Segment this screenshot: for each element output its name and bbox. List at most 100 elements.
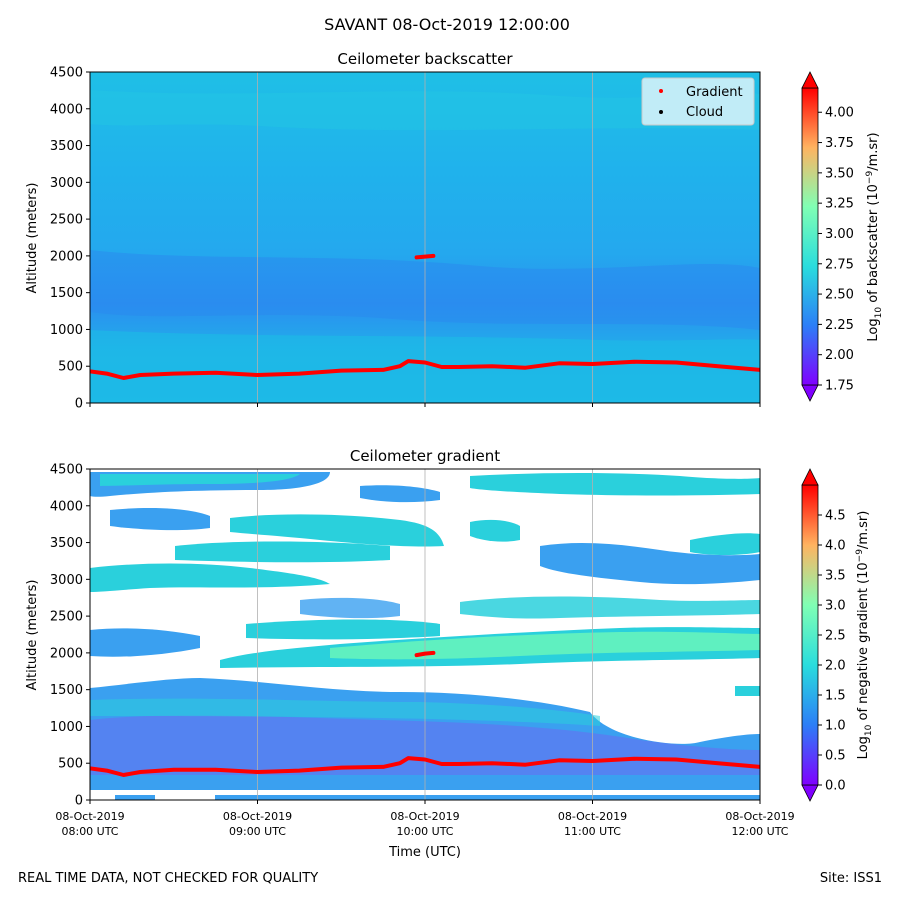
gradient-bottom-patch-1 <box>115 795 155 800</box>
backscatter-heatmap <box>90 72 760 403</box>
gradient-layer-3400-core <box>690 533 760 555</box>
x-tick-label-time: 11:00 UTC <box>564 825 621 838</box>
x-tick-label-time: 10:00 UTC <box>396 825 453 838</box>
y-tick-label: 3000 <box>50 176 83 191</box>
y-tick-label: 3500 <box>50 139 83 154</box>
x-tick-label-date: 08-Oct-2019 <box>55 810 124 823</box>
gradient-xlabel: Time (UTC) <box>388 845 461 860</box>
x-tick-label-date: 08-Oct-2019 <box>558 810 627 823</box>
colorbar-tick-label: 2.50 <box>825 288 854 303</box>
backscatter-colorbar-ticks: 1.75 2.00 2.25 2.50 2.75 3.00 3.25 3.50 3.75 4.00 <box>818 106 854 394</box>
x-tick-label-time: 08:00 UTC <box>61 825 118 838</box>
backscatter-x-ticks <box>89 403 761 407</box>
backscatter-gridlines <box>257 72 593 403</box>
colorbar-tick-label: 4.00 <box>825 106 854 121</box>
figure-suptitle: SAVANT 08-Oct-2019 12:00:00 <box>324 15 570 34</box>
gradient-layer-top-b <box>470 473 760 496</box>
backscatter-colorbar-label: Log10 of backscatter (10−9/m.sr) <box>865 132 884 341</box>
gradient-title: Ceilometer gradient <box>350 447 500 465</box>
colorbar-tick-label: 3.50 <box>825 166 854 181</box>
gradient-layer-top-c <box>360 485 440 503</box>
gradient-layer-2700-a <box>300 597 400 619</box>
gradient-layer-3200 <box>175 541 390 563</box>
legend-gradient-label: Gradient <box>686 85 743 100</box>
gradient-layer-3500-b <box>470 519 520 542</box>
legend-box <box>641 77 755 126</box>
backscatter-title: Ceilometer backscatter <box>337 50 513 68</box>
colorbar-gradient <box>801 87 819 386</box>
colorbar-tick-label: 3.0 <box>825 599 846 614</box>
colorbar-tick-label: 1.0 <box>825 719 846 734</box>
gradient-bottom-patch-2 <box>215 795 760 800</box>
colorbar-tick-label: 1.5 <box>825 689 846 704</box>
x-tick-label-date: 08-Oct-2019 <box>223 810 292 823</box>
gradient-layer-3800 <box>110 508 210 531</box>
legend-cloud-label: Cloud <box>686 105 723 120</box>
gradient-colorbar-ticks: 0.0 0.5 1.0 1.5 2.0 2.5 3.0 3.5 4.0 4.5 <box>818 509 846 794</box>
colorbar-tick-label: 4.5 <box>825 509 846 524</box>
colorbar-min-extend <box>801 384 819 402</box>
x-tick-label-time: 12:00 UTC <box>731 825 788 838</box>
colorbar-tick-label: 4.0 <box>825 539 846 554</box>
gradient-x-axis: 08-Oct-2019 08:00 UTC 08-Oct-2019 09:00 UTC… <box>55 800 795 838</box>
y-tick-label: 0 <box>75 794 83 809</box>
colorbar-tick-label: 2.75 <box>825 257 854 272</box>
backscatter-y-axis: 0 500 1000 1500 2000 2500 3000 3500 4000 4500 <box>50 66 90 412</box>
colorbar-min-extend <box>801 784 819 802</box>
backscatter-colorbar: 1.75 2.00 2.25 2.50 2.75 3.00 3.25 3.50 3.75 4.00… <box>801 71 884 402</box>
gradient-ylabel: Altitude (meters) <box>25 580 40 691</box>
gradient-layer-3400 <box>540 543 760 585</box>
colorbar-tick-label: 2.5 <box>825 629 846 644</box>
backscatter-gradient-markers <box>90 253 760 380</box>
colorbar-tick-label: 0.0 <box>825 779 846 794</box>
x-tick-label-time: 09:00 UTC <box>229 825 286 838</box>
colorbar-tick-label: 2.00 <box>825 348 854 363</box>
y-tick-label: 500 <box>58 360 83 375</box>
legend-cloud-marker <box>659 110 663 114</box>
y-tick-label: 1500 <box>50 683 83 698</box>
gradient-markers <box>90 650 760 777</box>
y-tick-label: 4000 <box>50 499 83 514</box>
footer-site: Site: ISS1 <box>820 871 882 886</box>
gradient-height-series <box>90 756 760 777</box>
gradient-height-series <box>414 253 436 260</box>
y-tick-label: 3500 <box>50 536 83 551</box>
gradient-layer-2300-b <box>246 619 440 640</box>
colorbar-tick-label: 3.75 <box>825 136 854 151</box>
colorbar-tick-label: 0.5 <box>825 749 846 764</box>
y-tick-label: 1500 <box>50 286 83 301</box>
gradient-region-lower-top <box>90 698 600 726</box>
gradient-colorbar: 0.0 0.5 1.0 1.5 2.0 2.5 3.0 3.5 4.0 4.5 Log10 of … <box>801 468 874 802</box>
legend-gradient-marker <box>659 89 663 93</box>
gradient-height-series <box>414 650 436 658</box>
legend: Gradient Cloud <box>641 77 755 126</box>
backscatter-panel: Ceilometer backscatter 0 500 1000 1500 2000 2… <box>25 50 884 412</box>
y-tick-label: 1000 <box>50 323 83 338</box>
gradient-layer-top-core <box>100 474 300 486</box>
gradient-layer-3000 <box>90 563 330 592</box>
colorbar-max-extend <box>801 71 819 89</box>
y-tick-label: 4000 <box>50 102 83 117</box>
gradient-layer-2000-core <box>330 631 760 660</box>
gradient-colorbar-label: Log10 of negative gradient (10−9/m.sr) <box>855 511 874 760</box>
gradient-layer-3500-a <box>230 514 444 547</box>
colorbar-tick-label: 3.5 <box>825 569 846 584</box>
gradient-y-axis: 0 500 1000 1500 2000 2500 3000 3500 4000 4500 <box>50 463 90 809</box>
colorbar-tick-label: 3.00 <box>825 227 854 242</box>
x-tick-label-date: 08-Oct-2019 <box>390 810 459 823</box>
gradient-layer-2300 <box>90 628 200 657</box>
colorbar-tick-label: 2.0 <box>825 659 846 674</box>
colorbar-tick-label: 2.25 <box>825 318 854 333</box>
y-tick-label: 0 <box>75 397 83 412</box>
x-tick-label-date: 08-Oct-2019 <box>725 810 794 823</box>
y-tick-label: 3000 <box>50 573 83 588</box>
colorbar-tick-label: 3.25 <box>825 197 854 212</box>
y-tick-label: 2500 <box>50 213 83 228</box>
gradient-gridlines <box>257 469 593 800</box>
gradient-height-series <box>90 359 760 380</box>
gradient-panel: Ceilometer gradient <box>25 447 874 860</box>
y-tick-label: 4500 <box>50 463 83 478</box>
gradient-patch-1600 <box>735 686 760 696</box>
y-tick-label: 1000 <box>50 720 83 735</box>
